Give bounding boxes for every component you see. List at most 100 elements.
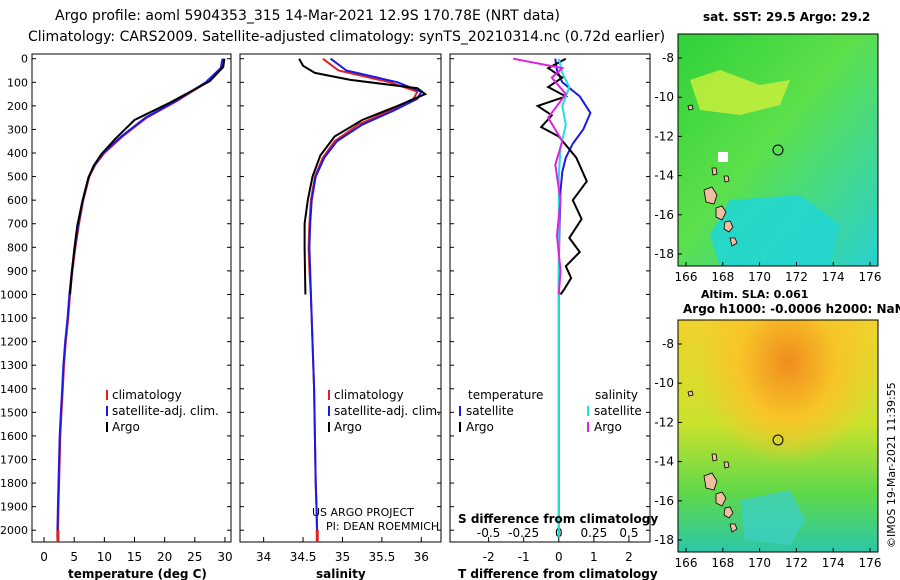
difference-legend: temperature salinity satellite Argo sate…	[459, 388, 642, 434]
map-x-tick-label: 166	[675, 270, 698, 284]
map-x-tick-label: 174	[822, 270, 845, 284]
depth-tick-label: 800	[7, 241, 28, 254]
sla-low-patch	[740, 490, 805, 545]
map-y-tick-label: -18	[654, 247, 674, 261]
x-tick-label: 5	[70, 550, 78, 564]
depth-tick-label: 700	[7, 218, 28, 231]
sst-map-frame	[677, 33, 879, 267]
legend-t-satellite-label: satellite	[466, 404, 514, 418]
map-y-tick-label: -12	[654, 415, 674, 429]
map-x-tick-label: 172	[785, 556, 808, 570]
map-y-tick-label: -8	[662, 51, 674, 65]
depth-tick-label: 1800	[0, 477, 28, 490]
top-tick-label: -0.25	[508, 526, 539, 540]
series-line-s-satellite	[557, 58, 571, 538]
x-tick-label: 34	[256, 550, 271, 564]
sla-map-title: Altim. SLA: 0.061	[701, 288, 808, 301]
legend-s-satellite-label: satellite	[594, 404, 642, 418]
temperature-plot: 0 5 10 15 20 25 30	[40, 58, 233, 564]
sst-warm-patch	[690, 70, 790, 115]
x-tick-label: 0	[40, 550, 48, 564]
depth-tick-label: 400	[7, 147, 28, 160]
map-y-tick-label: -14	[654, 169, 674, 183]
depth-tick-label: 200	[7, 100, 28, 113]
depth-tick-label: 1300	[0, 359, 28, 372]
series-line-t-argo	[535, 57, 588, 296]
x-tick-label: 15	[127, 550, 142, 564]
difference-plot: -2 -1 0 1 2-0.5 -0.25 0 0.25 0.5	[477, 57, 638, 564]
salinity-panel-frame	[239, 53, 442, 543]
series-line-argo	[69, 58, 226, 295]
argo-location-marker	[772, 144, 784, 156]
temperature-legend: climatology satellite-adj. clim. Argo	[106, 388, 219, 434]
x-tick-label: 30	[217, 550, 232, 564]
x-tick-label: 20	[157, 550, 172, 564]
sla-map-subtitle: Argo h1000: -0.0006 h2000: NaN	[683, 302, 900, 316]
depth-tick-label: 1900	[0, 501, 28, 514]
map-y-tick-label: -16	[654, 208, 674, 222]
argo-location-marker	[772, 434, 784, 446]
map-x-tick-label: 168	[711, 270, 734, 284]
depth-tick-label: 300	[7, 123, 28, 136]
map-x-tick-label: 166	[675, 556, 698, 570]
x-tick-label: 35.5	[369, 550, 396, 564]
depth-tick-label: 100	[7, 76, 28, 89]
series-line-satellite-adj-clim-	[56, 58, 224, 538]
map-y-tick-label: -8	[662, 337, 674, 351]
legend-temperature-heading: temperature	[468, 388, 543, 402]
depth-tick-label: 2000	[0, 524, 28, 537]
timestamp: ©IMOS 19-Mar-2021 11:39:55	[885, 382, 898, 548]
map-y-tick-label: -16	[654, 494, 674, 508]
depth-axis: 0 100 200 300 400 500 600 700 800 900 1000 1100 1200…	[0, 53, 650, 537]
legend-climatology-label: climatology	[112, 388, 182, 402]
x-tick-label: -2	[483, 550, 495, 564]
depth-tick-label: 1000	[0, 288, 28, 301]
depth-tick-label: 1700	[0, 453, 28, 466]
map-x-tick-label: 176	[859, 556, 882, 570]
legend-argo-label: Argo	[112, 420, 140, 434]
t-difference-axis-label: T difference from climatology	[458, 567, 658, 580]
temperature-panel-frame	[31, 53, 232, 543]
top-tick-label: 0.5	[619, 526, 638, 540]
depth-tick-label: 500	[7, 171, 28, 184]
series-line-climatology	[307, 57, 419, 538]
s-difference-title: S difference from climatology	[458, 512, 658, 526]
map-x-tick-label: 168	[711, 556, 734, 570]
header-line1: Argo profile: aoml 5904353_315 14-Mar-20…	[55, 8, 560, 24]
credits-pi: PI: DEAN ROEMMICH	[326, 520, 439, 533]
x-tick-label: 0	[555, 550, 563, 564]
series-line-t-satellite	[554, 58, 592, 538]
legend-satellite-label: satellite-adj. clim.	[334, 404, 441, 418]
x-tick-label: 25	[187, 550, 202, 564]
sla-map-frame	[677, 319, 879, 553]
header-line2: Climatology: CARS2009. Satellite-adjuste…	[28, 29, 665, 45]
x-tick-label: 35	[335, 550, 350, 564]
sst-map	[677, 33, 879, 267]
x-tick-label: 34.5	[290, 550, 317, 564]
salinity-plot: 34 34.5 35 35.5 36	[256, 57, 429, 564]
map-y-tick-label: -18	[654, 533, 674, 547]
legend-satellite-label: satellite-adj. clim.	[112, 404, 219, 418]
depth-tick-label: 1500	[0, 406, 28, 419]
depth-tick-label: 1400	[0, 383, 28, 396]
map-x-tick-label: 172	[785, 270, 808, 284]
depth-tick-label: 900	[7, 265, 28, 278]
map-y-tick-label: -14	[654, 455, 674, 469]
map-x-tick-label: 176	[859, 270, 882, 284]
depth-tick-label: 600	[7, 194, 28, 207]
depth-tick-label: 0	[21, 53, 28, 66]
legend-climatology-label: climatology	[334, 388, 404, 402]
sst-cool-patch	[710, 195, 840, 266]
map-y-tick-label: -10	[654, 376, 674, 390]
series-line-s-argo	[513, 57, 568, 295]
x-tick-label: 10	[97, 550, 112, 564]
series-line-satellite-adj-clim-	[308, 57, 423, 538]
map-y-tick-label: -10	[654, 90, 674, 104]
legend-s-argo-label: Argo	[594, 420, 622, 434]
temperature-axis-label: temperature (deg C)	[68, 567, 207, 580]
sst-missing-data	[718, 152, 728, 162]
depth-tick-label: 1100	[0, 312, 28, 325]
depth-tick-label: 1200	[0, 336, 28, 349]
